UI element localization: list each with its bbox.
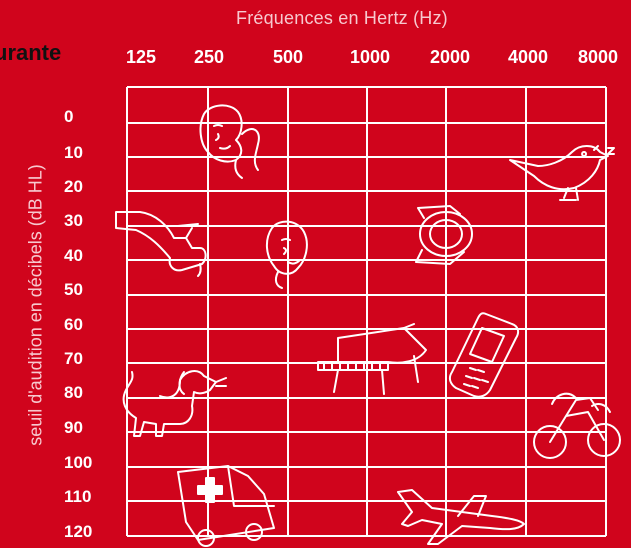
decibel-label: 120	[64, 522, 93, 541]
decibel-label: 90	[64, 418, 83, 437]
mobile-phone-icon	[448, 312, 520, 398]
frequency-label: 8000	[577, 47, 619, 67]
decibel-label: 50	[64, 280, 83, 299]
frequency-label: 1000	[349, 47, 391, 67]
decibel-label: 20	[64, 177, 83, 196]
cut-off-heading: urante	[0, 40, 62, 65]
frequency-label: 2000	[429, 47, 471, 67]
decibel-label: 70	[64, 349, 83, 368]
decibel-label: 110	[64, 487, 92, 506]
decibel-label: 30	[64, 211, 83, 230]
airplane-icon	[397, 489, 525, 545]
frequency-label: 125	[125, 47, 157, 67]
decibel-label: 10	[64, 143, 83, 162]
decibel-label: 40	[64, 246, 83, 265]
piano-icon	[317, 323, 427, 395]
decibel-label: 0	[64, 107, 74, 126]
ambulance-icon	[177, 465, 275, 547]
frequency-label: 4000	[507, 47, 549, 67]
decibel-label: 80	[64, 383, 83, 402]
motorcycle-icon	[533, 392, 621, 459]
singing-bird-icon	[509, 145, 615, 201]
barking-dog-icon	[122, 370, 227, 437]
dripping-faucet-icon	[115, 211, 207, 277]
wristwatch-icon	[415, 205, 473, 265]
decibel-label: 60	[64, 315, 83, 334]
decibel-label: 100	[64, 453, 93, 472]
whispering-person-icon	[199, 104, 260, 179]
talking-person-icon	[266, 220, 308, 289]
frequency-axis-title: Fréquences en Hertz (Hz)	[236, 8, 448, 28]
frequency-label: 250	[193, 47, 225, 67]
frequency-label: 500	[272, 47, 304, 67]
